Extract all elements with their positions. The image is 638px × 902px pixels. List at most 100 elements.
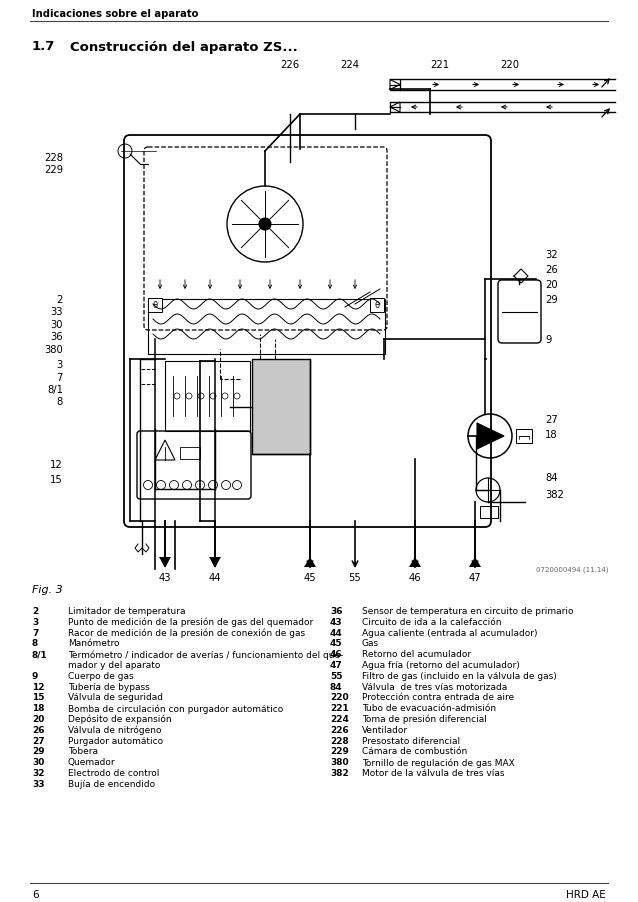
Text: 7: 7 <box>32 628 38 637</box>
Text: 220: 220 <box>500 60 519 70</box>
Text: 46: 46 <box>409 573 421 583</box>
Text: 29: 29 <box>32 747 45 756</box>
Text: 8/1: 8/1 <box>47 384 63 394</box>
Text: 220: 220 <box>330 693 348 702</box>
Text: 229: 229 <box>44 165 63 175</box>
Text: Electrodo de control: Electrodo de control <box>68 769 160 778</box>
Text: 8/1: 8/1 <box>32 649 48 658</box>
Text: 44: 44 <box>209 573 221 583</box>
Text: 32: 32 <box>545 250 558 260</box>
Text: Indicaciones sobre el aparato: Indicaciones sobre el aparato <box>32 9 198 19</box>
Bar <box>148 299 385 354</box>
Text: 15: 15 <box>32 693 45 702</box>
Text: Fig. 3: Fig. 3 <box>32 584 63 594</box>
Text: Motor de la válvula de tres vías: Motor de la válvula de tres vías <box>362 769 505 778</box>
Text: 226: 226 <box>281 60 300 70</box>
Text: 228: 228 <box>44 152 63 163</box>
Text: 221: 221 <box>431 60 450 70</box>
Text: 3: 3 <box>32 617 38 626</box>
Text: 229: 229 <box>330 747 349 756</box>
Text: 382: 382 <box>330 769 349 778</box>
Text: Cuerpo de gas: Cuerpo de gas <box>68 671 133 680</box>
Text: Ventilador: Ventilador <box>362 725 408 734</box>
Text: 46: 46 <box>330 649 343 658</box>
Text: 32: 32 <box>32 769 45 778</box>
Text: Racor de medición de la presión de conexión de gas: Racor de medición de la presión de conex… <box>68 628 305 638</box>
Text: Tubería de bypass: Tubería de bypass <box>68 682 150 691</box>
Text: 43: 43 <box>330 617 343 626</box>
Text: 224: 224 <box>341 60 359 70</box>
Bar <box>148 299 162 313</box>
Text: Tornillo de regulación de gas MAX: Tornillo de regulación de gas MAX <box>362 758 515 767</box>
Text: 380: 380 <box>330 758 348 767</box>
Text: Bomba de circulación con purgador automático: Bomba de circulación con purgador automá… <box>68 704 283 713</box>
Text: Purgador automático: Purgador automático <box>68 736 163 745</box>
Polygon shape <box>159 557 171 567</box>
Text: Válvula de nitrógeno: Válvula de nitrógeno <box>68 725 161 734</box>
Text: HRD AE: HRD AE <box>567 889 606 899</box>
Text: 30: 30 <box>32 758 45 767</box>
Text: 7: 7 <box>57 373 63 382</box>
Text: 380: 380 <box>44 345 63 354</box>
Text: 226: 226 <box>330 725 349 734</box>
Text: 29: 29 <box>545 295 558 305</box>
Text: 2: 2 <box>32 606 38 615</box>
Text: 8: 8 <box>57 397 63 407</box>
Circle shape <box>259 219 271 231</box>
Text: Válvula de seguridad: Válvula de seguridad <box>68 693 163 702</box>
Text: 47: 47 <box>469 573 481 583</box>
Bar <box>480 506 498 519</box>
Polygon shape <box>469 557 481 567</box>
Text: 20: 20 <box>32 714 45 723</box>
Text: 8: 8 <box>32 639 38 648</box>
Text: Bujía de encendido: Bujía de encendido <box>68 779 155 788</box>
Text: 382: 382 <box>545 490 564 500</box>
Text: 0720000494 (11.14): 0720000494 (11.14) <box>535 566 608 573</box>
Text: Sensor de temperatura en circuito de primario: Sensor de temperatura en circuito de pri… <box>362 606 574 615</box>
Polygon shape <box>477 424 504 449</box>
Text: Cámara de combustión: Cámara de combustión <box>362 747 467 756</box>
Bar <box>370 299 384 313</box>
Bar <box>180 447 200 459</box>
Text: Presostato diferencial: Presostato diferencial <box>362 736 460 745</box>
Text: 228: 228 <box>330 736 349 745</box>
Text: 55: 55 <box>330 671 343 680</box>
Text: Limitador de temperatura: Limitador de temperatura <box>68 606 186 615</box>
Bar <box>516 429 532 444</box>
Text: Protección contra entrada de aire: Protección contra entrada de aire <box>362 693 514 702</box>
Text: 3: 3 <box>57 360 63 370</box>
Text: Gas: Gas <box>362 639 379 648</box>
Bar <box>165 362 250 431</box>
Text: 27: 27 <box>545 415 558 425</box>
Polygon shape <box>209 557 221 567</box>
Text: 84: 84 <box>545 473 558 483</box>
Text: Manómetro: Manómetro <box>68 639 119 648</box>
Polygon shape <box>304 557 316 567</box>
Text: 18: 18 <box>545 429 558 439</box>
Text: θ: θ <box>375 301 380 310</box>
Text: Agua fría (retorno del acumulador): Agua fría (retorno del acumulador) <box>362 660 520 669</box>
Text: Depósito de expansión: Depósito de expansión <box>68 714 172 723</box>
Polygon shape <box>409 557 421 567</box>
Text: 15: 15 <box>50 474 63 484</box>
Text: 12: 12 <box>32 682 45 691</box>
Text: 36: 36 <box>330 606 343 615</box>
Text: 45: 45 <box>330 639 343 648</box>
Text: 26: 26 <box>32 725 45 734</box>
Text: 55: 55 <box>348 573 361 583</box>
Text: 30: 30 <box>50 319 63 329</box>
Text: mador y del aparato: mador y del aparato <box>68 660 160 669</box>
Text: Filtro de gas (incluido en la válvula de gas): Filtro de gas (incluido en la válvula de… <box>362 671 557 680</box>
Text: Termómetro / indicador de averías / funcionamiento del que-: Termómetro / indicador de averías / func… <box>68 649 343 659</box>
Text: 44: 44 <box>330 628 343 637</box>
Text: 45: 45 <box>304 573 316 583</box>
Text: 224: 224 <box>330 714 349 723</box>
Text: 2: 2 <box>57 295 63 305</box>
Text: 33: 33 <box>50 307 63 317</box>
Text: 6: 6 <box>32 889 39 899</box>
Text: Válvula  de tres vías motorizada: Válvula de tres vías motorizada <box>362 682 507 691</box>
Text: 33: 33 <box>32 779 45 788</box>
Text: θ: θ <box>152 301 158 310</box>
Text: 9: 9 <box>32 671 38 680</box>
Text: Construcción del aparato ZS...: Construcción del aparato ZS... <box>70 41 298 53</box>
